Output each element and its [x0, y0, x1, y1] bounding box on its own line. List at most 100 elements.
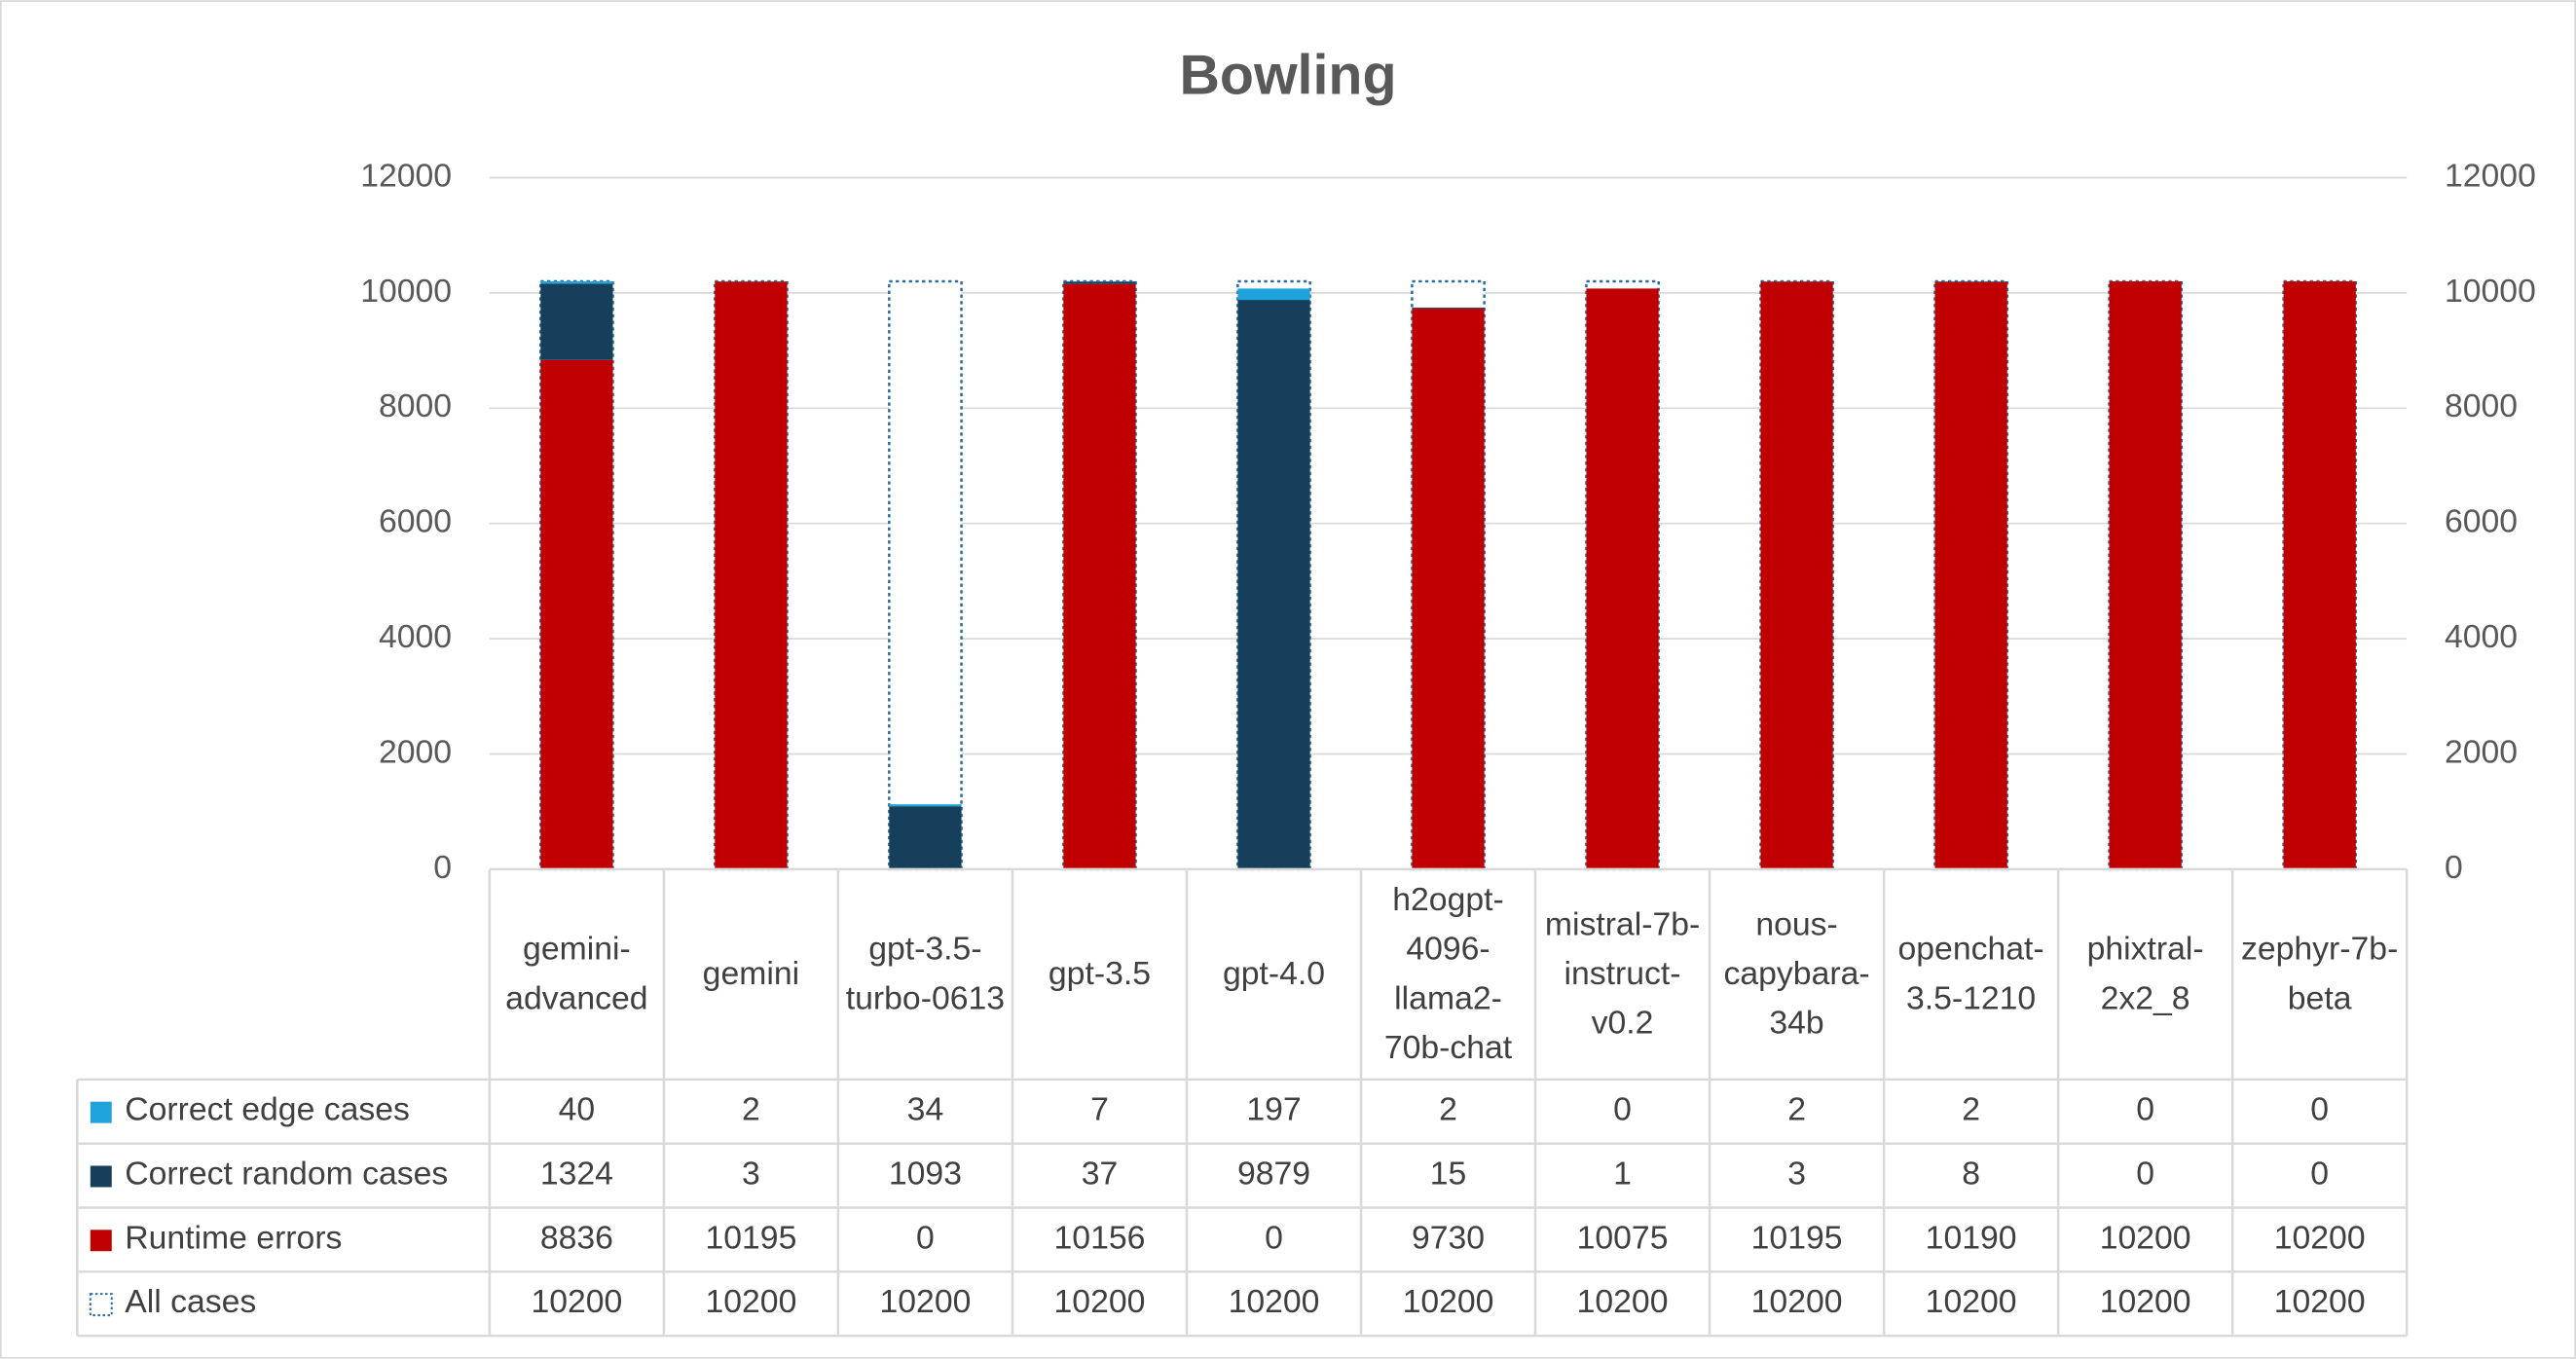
x-tick-label: gpt-4.0	[1222, 956, 1326, 993]
category-cell: gemini	[702, 956, 800, 993]
table-value: 10200	[2274, 1219, 2366, 1256]
chart-title: Bowling	[1179, 44, 1396, 106]
bar-segment	[1760, 281, 1833, 869]
table-value: 3	[742, 1156, 760, 1193]
table-value: 10195	[1751, 1219, 1843, 1256]
bar-segment	[2109, 281, 2182, 869]
table-value: 10156	[1054, 1219, 1146, 1256]
x-tick-label: phixtral-2x2_8	[2086, 932, 2204, 1017]
x-tick-label: nous-capybara-34b	[1723, 906, 1870, 1043]
x-tick-label: h2ogpt-4096-llama2-70b-chat	[1383, 882, 1513, 1067]
table-value: 7	[1090, 1091, 1109, 1128]
category-cell: phixtral-2x2_8	[2086, 932, 2204, 1017]
y-tick-label: 0	[433, 849, 452, 886]
table-value: 10200	[1229, 1283, 1320, 1320]
legend-swatch	[90, 1230, 112, 1252]
table-value: 0	[2136, 1156, 2154, 1193]
table-value: 3	[1787, 1156, 1806, 1193]
table-value: 10200	[880, 1283, 972, 1320]
bar-segment	[540, 359, 613, 869]
table-value: 15	[1430, 1156, 1467, 1193]
x-tick-label: gemini	[702, 956, 800, 993]
y2-tick-label: 8000	[2445, 387, 2518, 424]
category-cell: zephyr-7b-beta	[2240, 932, 2399, 1017]
table-value: 10200	[2100, 1283, 2191, 1320]
category-cell: gpt-3.5-turbo-0613	[845, 932, 1006, 1017]
y2-tick-label: 2000	[2445, 733, 2518, 770]
category-cell: gpt-3.5	[1048, 956, 1151, 993]
y2-tick-label: 0	[2445, 849, 2463, 886]
table-value: 37	[1082, 1156, 1119, 1193]
y-tick-label: 10000	[360, 273, 452, 310]
table-value: 10200	[1577, 1283, 1669, 1320]
bar-segment	[889, 806, 962, 869]
x-tick-label: gpt-3.5-turbo-0613	[845, 932, 1006, 1017]
table-value: 10195	[705, 1219, 796, 1256]
x-tick-label: zephyr-7b-beta	[2240, 932, 2399, 1017]
category-cell: openchat-3.5-1210	[1897, 932, 2044, 1017]
table-value: 1	[1613, 1156, 1632, 1193]
legend-label: All cases	[125, 1283, 256, 1320]
x-tick-label: openchat-3.5-1210	[1897, 932, 2044, 1017]
table-value: 0	[2136, 1091, 2154, 1128]
category-cell: gemini-advanced	[505, 932, 648, 1017]
legend-label: Correct edge cases	[125, 1091, 410, 1128]
bar-segment	[1586, 288, 1659, 869]
bar-segment	[540, 281, 613, 284]
table-value: 10200	[1403, 1283, 1494, 1320]
bar-segment	[2283, 281, 2356, 869]
y2-tick-label: 4000	[2445, 618, 2518, 655]
category-cell: nous-capybara-34b	[1723, 906, 1870, 1043]
y-tick-label: 12000	[360, 157, 452, 194]
legend-swatch	[90, 1101, 112, 1123]
bar-segment	[1934, 281, 2007, 869]
table-value: 0	[1613, 1091, 1632, 1128]
bar-segment	[715, 281, 788, 869]
table-value: 10200	[1751, 1283, 1843, 1320]
bar-segment	[1237, 300, 1310, 869]
bar-segment	[1063, 281, 1136, 284]
table-value: 10200	[1926, 1283, 2017, 1320]
table-value: 10200	[2100, 1219, 2191, 1256]
y2-tick-label: 12000	[2445, 157, 2536, 194]
table-value: 10190	[1926, 1219, 2017, 1256]
x-tick-label: gpt-3.5	[1048, 956, 1151, 993]
table-value: 9730	[1412, 1219, 1485, 1256]
table-value: 0	[1265, 1219, 1283, 1256]
bar-segment	[1063, 283, 1136, 869]
y-tick-label: 6000	[379, 503, 452, 540]
table-value: 10200	[705, 1283, 796, 1320]
table-value: 8	[1962, 1156, 1980, 1193]
y2-tick-label: 6000	[2445, 503, 2518, 540]
table-value: 197	[1246, 1091, 1301, 1128]
y2-tick-label: 10000	[2445, 273, 2536, 310]
table-value: 0	[2310, 1156, 2329, 1193]
table-value: 34	[907, 1091, 944, 1128]
table-value: 10200	[2274, 1283, 2366, 1320]
category-cell: gpt-4.0	[1222, 956, 1326, 993]
x-tick-label: gemini-advanced	[505, 932, 648, 1017]
legend-label: Runtime errors	[125, 1219, 342, 1256]
table-value: 0	[916, 1219, 935, 1256]
bar-outline	[888, 279, 963, 871]
y-tick-label: 4000	[379, 618, 452, 655]
category-cell: mistral-7b-instruct-v0.2	[1544, 906, 1701, 1043]
table-value: 9879	[1237, 1156, 1310, 1193]
bar-segment	[889, 804, 962, 807]
y-tick-label: 2000	[379, 733, 452, 770]
table-value: 2	[742, 1091, 760, 1128]
bar-segment	[1237, 288, 1310, 301]
legend-swatch	[90, 1165, 112, 1188]
x-tick-label: mistral-7b-instruct-v0.2	[1544, 906, 1701, 1043]
table-value: 8836	[540, 1219, 613, 1256]
table-value: 1324	[540, 1156, 613, 1193]
table-value: 2	[1962, 1091, 1980, 1128]
legend-label: Correct random cases	[125, 1156, 448, 1193]
table-value: 10200	[1054, 1283, 1146, 1320]
table-value: 10200	[531, 1283, 622, 1320]
category-cell: h2ogpt-4096-llama2-70b-chat	[1383, 882, 1513, 1067]
table-value: 2	[1787, 1091, 1806, 1128]
bar-segment	[540, 283, 613, 360]
